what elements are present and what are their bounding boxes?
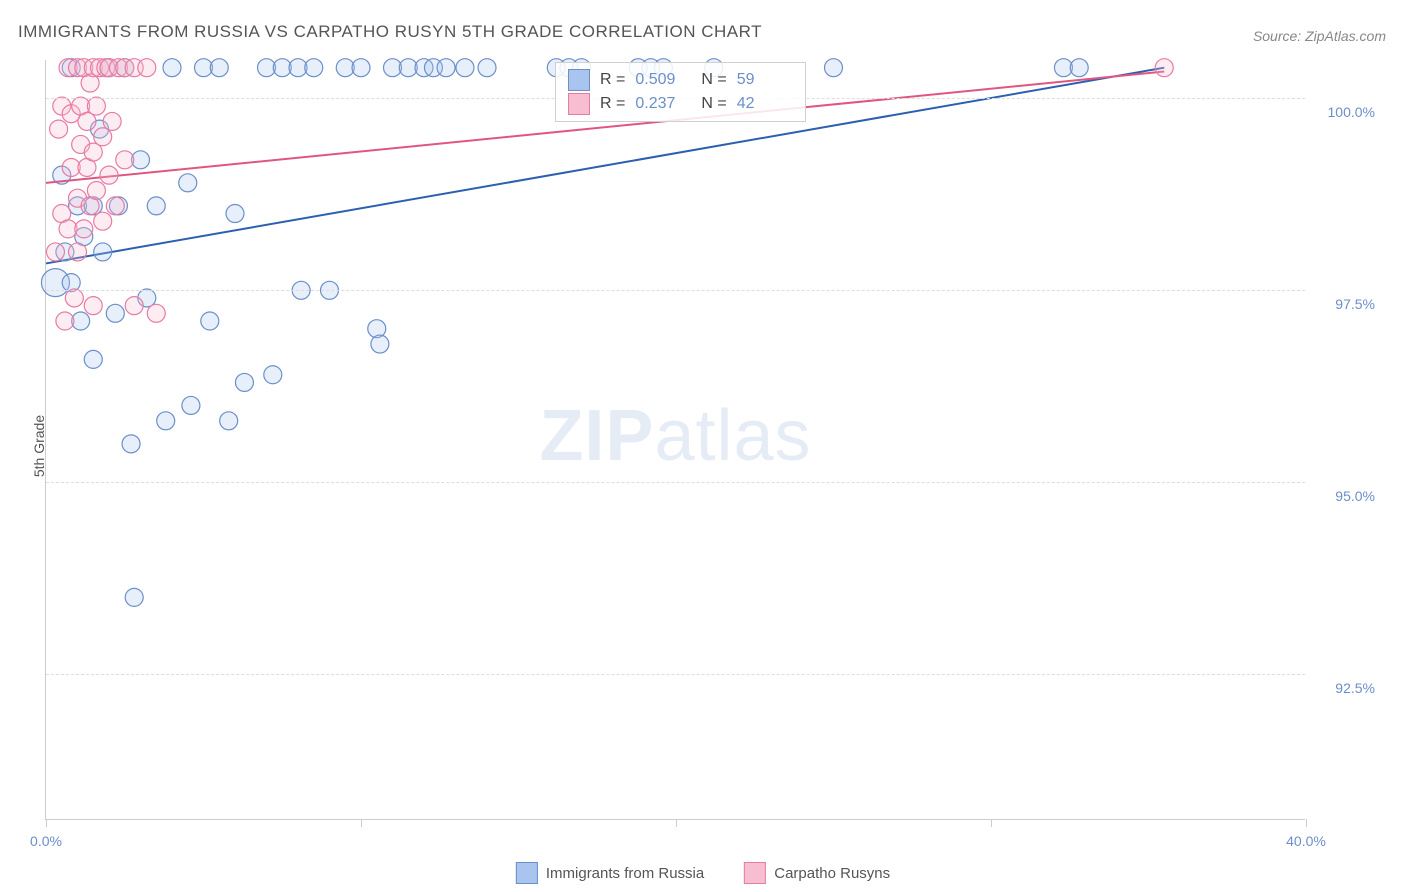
legend-n-label: N = (701, 71, 726, 89)
legend-correlation-row: R = 0.509 N = 59 (568, 69, 793, 91)
data-point (94, 212, 112, 230)
legend-label: Immigrants from Russia (546, 865, 704, 882)
data-point (478, 59, 496, 77)
data-point (179, 174, 197, 192)
legend-r-label: R = (600, 71, 625, 89)
data-point (106, 197, 124, 215)
data-point (87, 97, 105, 115)
data-point (352, 59, 370, 77)
legend-item: Carpatho Rusyns (744, 862, 890, 884)
data-point (264, 366, 282, 384)
data-point (122, 435, 140, 453)
legend-r-label: R = (600, 95, 625, 113)
x-tick (991, 819, 992, 827)
data-point (125, 588, 143, 606)
legend-n-value: 42 (737, 95, 793, 113)
data-point (69, 243, 87, 261)
legend-bottom: Immigrants from Russia Carpatho Rusyns (516, 862, 890, 884)
data-point (65, 289, 83, 307)
legend-r-value: 0.237 (635, 95, 691, 113)
data-point (305, 59, 323, 77)
legend-item: Immigrants from Russia (516, 862, 704, 884)
plot-svg (46, 60, 1305, 819)
data-point (84, 297, 102, 315)
legend-swatch (516, 862, 538, 884)
data-point (201, 312, 219, 330)
legend-label: Carpatho Rusyns (774, 865, 890, 882)
legend-correlation-row: R = 0.237 N = 42 (568, 93, 793, 115)
data-point (100, 166, 118, 184)
data-point (437, 59, 455, 77)
legend-swatch (568, 93, 590, 115)
x-tick (46, 819, 47, 827)
legend-r-value: 0.509 (635, 71, 691, 89)
data-point (125, 297, 143, 315)
x-tick (676, 819, 677, 827)
data-point (182, 396, 200, 414)
chart-title: IMMIGRANTS FROM RUSSIA VS CARPATHO RUSYN… (18, 22, 762, 42)
data-point (1070, 59, 1088, 77)
data-point (157, 412, 175, 430)
legend-swatch (568, 69, 590, 91)
data-point (46, 243, 64, 261)
data-point (94, 243, 112, 261)
x-tick (1306, 819, 1307, 827)
plot-area: ZIPatlas 92.5%95.0%97.5%100.0%0.0%40.0% (45, 60, 1305, 820)
data-point (147, 304, 165, 322)
source-label: Source: ZipAtlas.com (1253, 28, 1386, 44)
y-tick-label: 100.0% (1328, 104, 1375, 120)
gridline (46, 482, 1305, 483)
data-point (456, 59, 474, 77)
data-point (75, 220, 93, 238)
data-point (235, 373, 253, 391)
data-point (226, 205, 244, 223)
legend-swatch (744, 862, 766, 884)
legend-correlation: R = 0.509 N = 59 R = 0.237 N = 42 (555, 62, 806, 122)
data-point (210, 59, 228, 77)
x-tick-label: 40.0% (1286, 833, 1326, 849)
data-point (138, 59, 156, 77)
data-point (103, 112, 121, 130)
data-point (87, 182, 105, 200)
gridline (46, 674, 1305, 675)
x-tick (361, 819, 362, 827)
y-tick-label: 92.5% (1335, 680, 1375, 696)
data-point (116, 151, 134, 169)
data-point (220, 412, 238, 430)
x-tick-label: 0.0% (30, 833, 62, 849)
data-point (56, 312, 74, 330)
y-tick-label: 95.0% (1335, 488, 1375, 504)
data-point (50, 120, 68, 138)
legend-n-value: 59 (737, 71, 793, 89)
y-tick-label: 97.5% (1335, 296, 1375, 312)
gridline (46, 290, 1305, 291)
data-point (147, 197, 165, 215)
data-point (84, 350, 102, 368)
data-point (371, 335, 389, 353)
data-point (163, 59, 181, 77)
data-point (825, 59, 843, 77)
data-point (1155, 59, 1173, 77)
data-point (106, 304, 124, 322)
legend-n-label: N = (701, 95, 726, 113)
